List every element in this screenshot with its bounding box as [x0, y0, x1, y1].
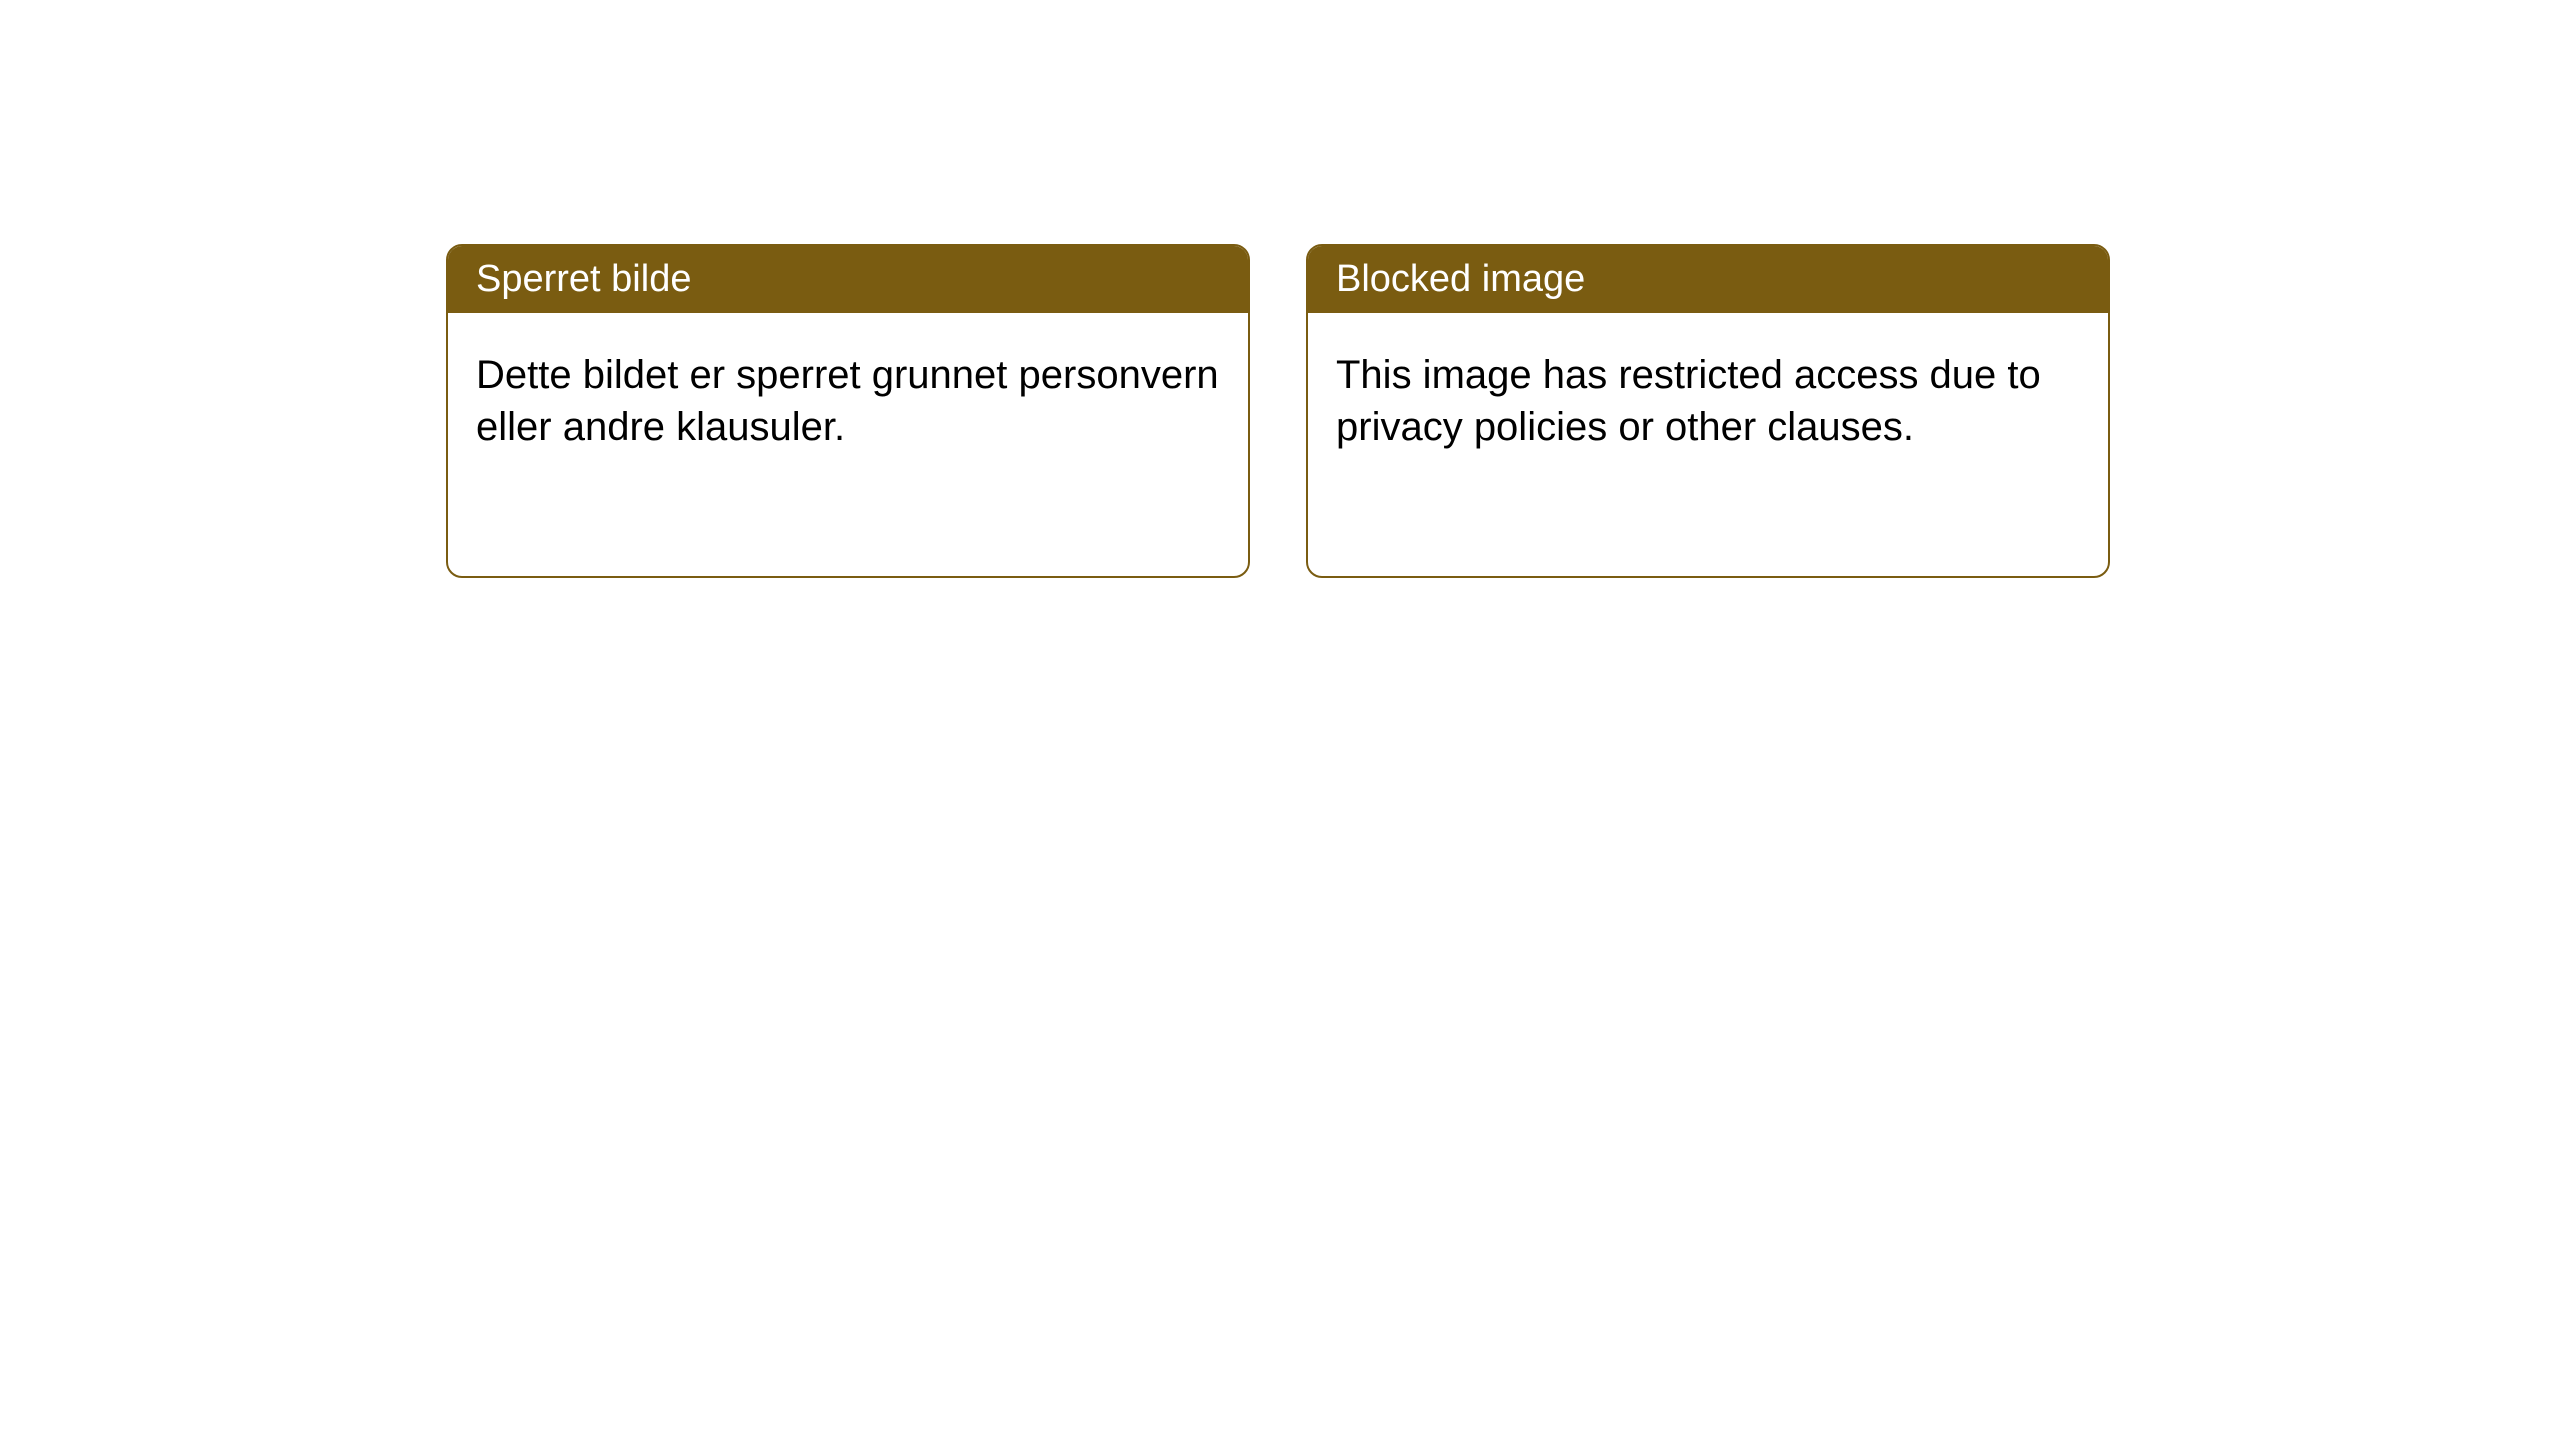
cards-container: Sperret bilde Dette bildet er sperret gr… — [0, 0, 2560, 578]
card-body-text: This image has restricted access due to … — [1336, 353, 2041, 449]
blocked-image-card-en: Blocked image This image has restricted … — [1306, 244, 2110, 578]
card-body: This image has restricted access due to … — [1308, 313, 2108, 489]
card-body: Dette bildet er sperret grunnet personve… — [448, 313, 1248, 489]
card-title: Sperret bilde — [476, 258, 691, 300]
card-header: Blocked image — [1308, 246, 2108, 313]
blocked-image-card-no: Sperret bilde Dette bildet er sperret gr… — [446, 244, 1250, 578]
card-title: Blocked image — [1336, 258, 1585, 300]
card-header: Sperret bilde — [448, 246, 1248, 313]
card-body-text: Dette bildet er sperret grunnet personve… — [476, 353, 1219, 449]
